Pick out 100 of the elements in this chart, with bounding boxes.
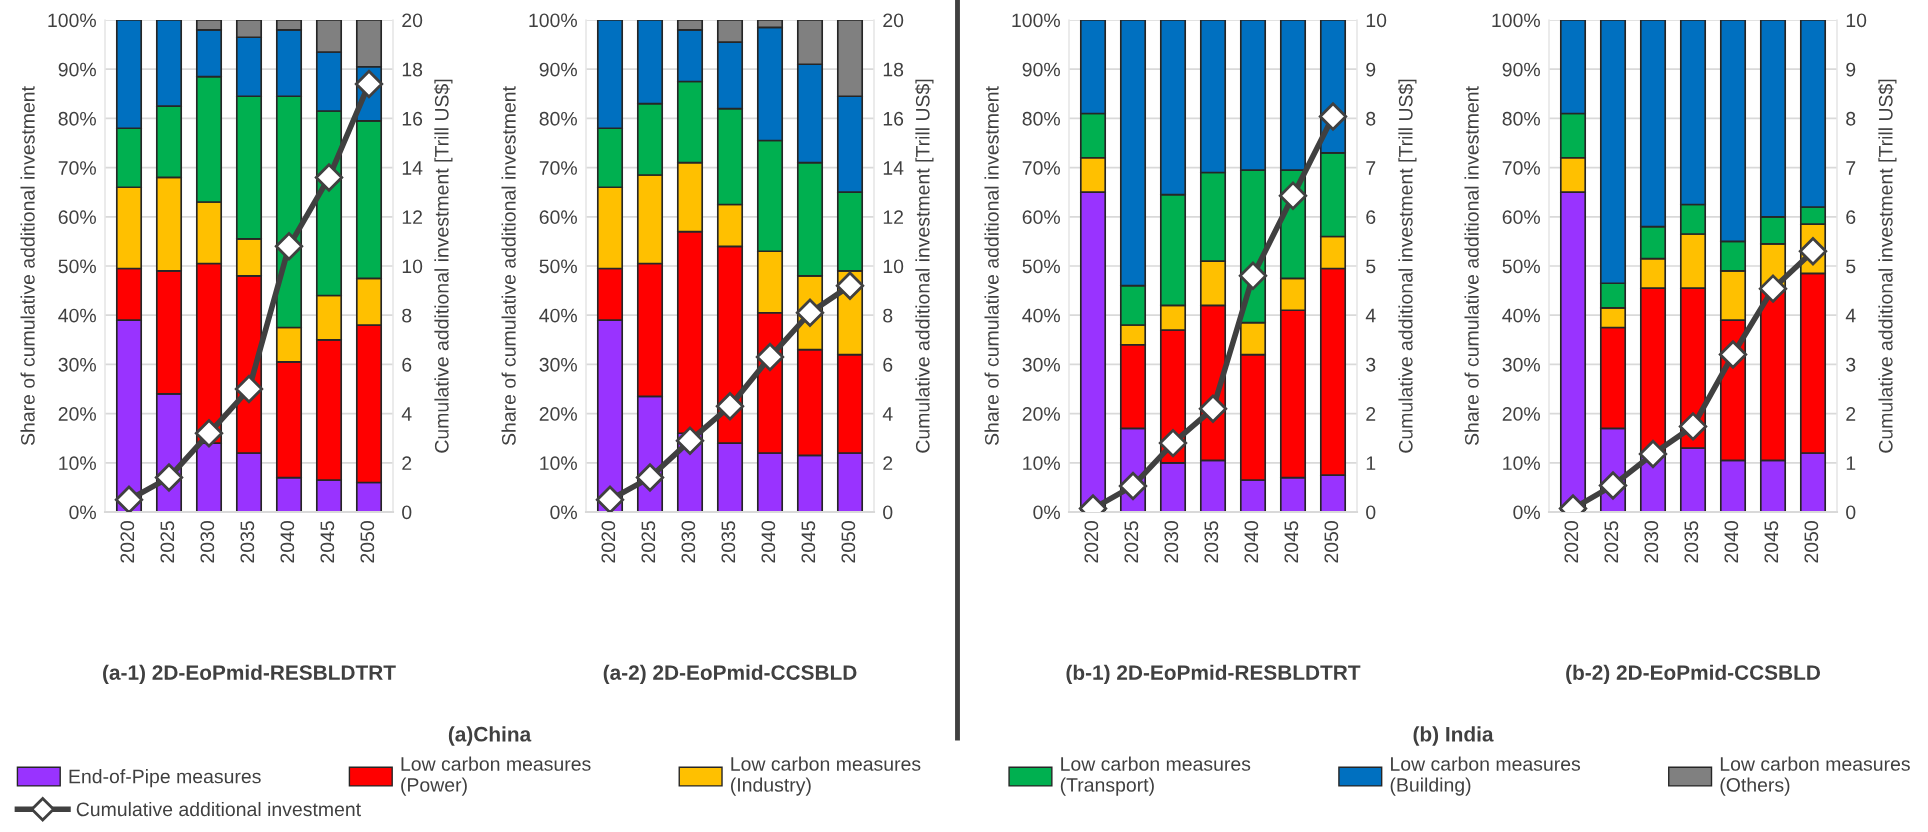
x-tick-label: 2030 <box>681 521 696 563</box>
x-tick-label: 2050 <box>1804 521 1819 563</box>
y-axis-title: Share of cumulative additional investment <box>984 86 999 446</box>
x-tick-label: 2030 <box>200 521 215 563</box>
x-tick-label: 2035 <box>1204 521 1219 563</box>
point <box>354 69 384 99</box>
y-tick-label: 100% <box>529 13 577 28</box>
x-tick-label: 2040 <box>1724 521 1739 563</box>
y2-tick-label: 9 <box>1366 62 1376 77</box>
y2-tick-label: 2 <box>402 456 412 470</box>
text: (b) India <box>1413 726 1494 746</box>
y2-tick-label: 0 <box>1366 505 1376 520</box>
y2-tick-label: 1 <box>1846 456 1856 470</box>
x-tick-label: 2025 <box>1124 521 1139 563</box>
y-tick-label: 40% <box>1022 308 1060 323</box>
x-tick-label: 2020 <box>1084 521 1099 563</box>
y2-tick-label: 8 <box>402 308 412 323</box>
point <box>234 374 264 404</box>
y2-tick-label: 6 <box>1846 210 1856 225</box>
y2-tick-label: 7 <box>1846 161 1856 175</box>
point <box>1118 471 1148 501</box>
y2-tick-label: 10 <box>1846 13 1867 28</box>
y2-tick-label: 18 <box>883 62 904 77</box>
y2-tick-label: 12 <box>402 210 422 224</box>
point <box>1678 412 1708 441</box>
x-tick-label: 2035 <box>240 521 255 563</box>
text: (a-1) 2D-EoPmid-RESBLDTRT <box>103 664 396 685</box>
y2-tick-label: 8 <box>1846 111 1856 126</box>
y-tick-label: 60% <box>539 210 577 225</box>
y-tick-label: 30% <box>1502 357 1540 372</box>
y-tick-label: 70% <box>58 161 96 175</box>
x-tick-label: 2040 <box>280 521 295 563</box>
legend-label: Cumulative additional investment <box>76 801 361 817</box>
point <box>675 426 705 455</box>
y-tick-label: 40% <box>1502 308 1540 323</box>
y-tick-label: 30% <box>58 357 96 372</box>
y-tick-label: 70% <box>1022 161 1060 175</box>
y2-tick-label: 14 <box>883 161 904 175</box>
x-tick-label: 2045 <box>801 521 816 563</box>
y2-tick-label: 8 <box>1366 111 1376 126</box>
point <box>114 485 144 512</box>
y2-tick-label: 6 <box>402 357 412 372</box>
y-tick-label: 0% <box>1513 505 1540 520</box>
y-tick-label: 10% <box>1023 456 1060 471</box>
y2-tick-label: 9 <box>1846 62 1856 77</box>
point <box>154 463 184 492</box>
x-tick-label: 2020 <box>1564 521 1579 563</box>
text: (a)China <box>448 726 532 746</box>
point <box>595 485 625 512</box>
y-tick-label: 50% <box>539 259 577 274</box>
y2-axis-title: Cumulative additional investment [Trill US$] <box>1878 79 1897 453</box>
point <box>715 392 745 421</box>
legend-label: Low carbon measures (Building) <box>1390 756 1581 796</box>
x-tick-label: 2040 <box>1244 521 1259 563</box>
x-tick-label: 2035 <box>721 521 736 563</box>
y2-tick-label: 0 <box>883 505 893 520</box>
y-tick-label: 90% <box>58 62 96 77</box>
point <box>1598 471 1628 500</box>
y-tick-label: 90% <box>1022 62 1060 77</box>
x-tick-label: 2040 <box>761 521 776 563</box>
x-tick-label: 2030 <box>1164 521 1179 563</box>
point <box>194 419 224 448</box>
x-tick-label: 2050 <box>841 521 856 563</box>
point <box>1198 394 1228 423</box>
legend-label: Low carbon measures (Power) <box>401 756 591 796</box>
y-tick-label: 60% <box>1502 210 1540 225</box>
x-tick-label: 2025 <box>1604 521 1619 563</box>
y-tick-label: 80% <box>58 111 96 126</box>
y-tick-label: 20% <box>1022 407 1060 421</box>
y2-tick-label: 0 <box>402 505 412 520</box>
x-tick-label: 2045 <box>320 521 335 563</box>
y2-tick-label: 10 <box>402 259 423 274</box>
point <box>835 271 865 300</box>
y-axis-title: Share of cumulative additional investment <box>20 86 35 446</box>
point <box>755 342 785 372</box>
y-tick-label: 80% <box>1502 111 1540 126</box>
y-tick-label: 50% <box>1022 259 1060 274</box>
point <box>1238 261 1268 290</box>
text: (a-2) 2D-EoPmid-CCSBLD <box>603 664 857 685</box>
x-tick-label: 2020 <box>120 521 135 563</box>
y-tick-label: 90% <box>1502 62 1540 77</box>
x-tick-label: 2025 <box>641 521 656 563</box>
x-tick-label: 2050 <box>1324 521 1339 563</box>
y-tick-label: 0% <box>69 505 96 520</box>
y2-tick-label: 8 <box>883 308 893 323</box>
y-axis-title: Share of cumulative additional investment <box>501 86 516 446</box>
y-tick-label: 60% <box>1022 210 1060 225</box>
x-tick-label: 2025 <box>160 521 175 563</box>
y2-tick-label: 3 <box>1846 357 1856 372</box>
y2-tick-label: 10 <box>883 259 904 274</box>
y2-tick-label: 7 <box>1366 161 1376 175</box>
x-tick-label: 2045 <box>1764 521 1779 563</box>
legend-label: Low carbon measures (Industry) <box>731 756 921 796</box>
y-tick-label: 40% <box>539 308 577 323</box>
y-tick-label: 50% <box>58 259 96 274</box>
y-tick-label: 70% <box>1502 161 1540 175</box>
y-tick-label: 0% <box>550 505 577 520</box>
y2-tick-label: 5 <box>1846 259 1856 274</box>
y-tick-label: 10% <box>1503 456 1540 471</box>
point <box>1718 340 1748 369</box>
